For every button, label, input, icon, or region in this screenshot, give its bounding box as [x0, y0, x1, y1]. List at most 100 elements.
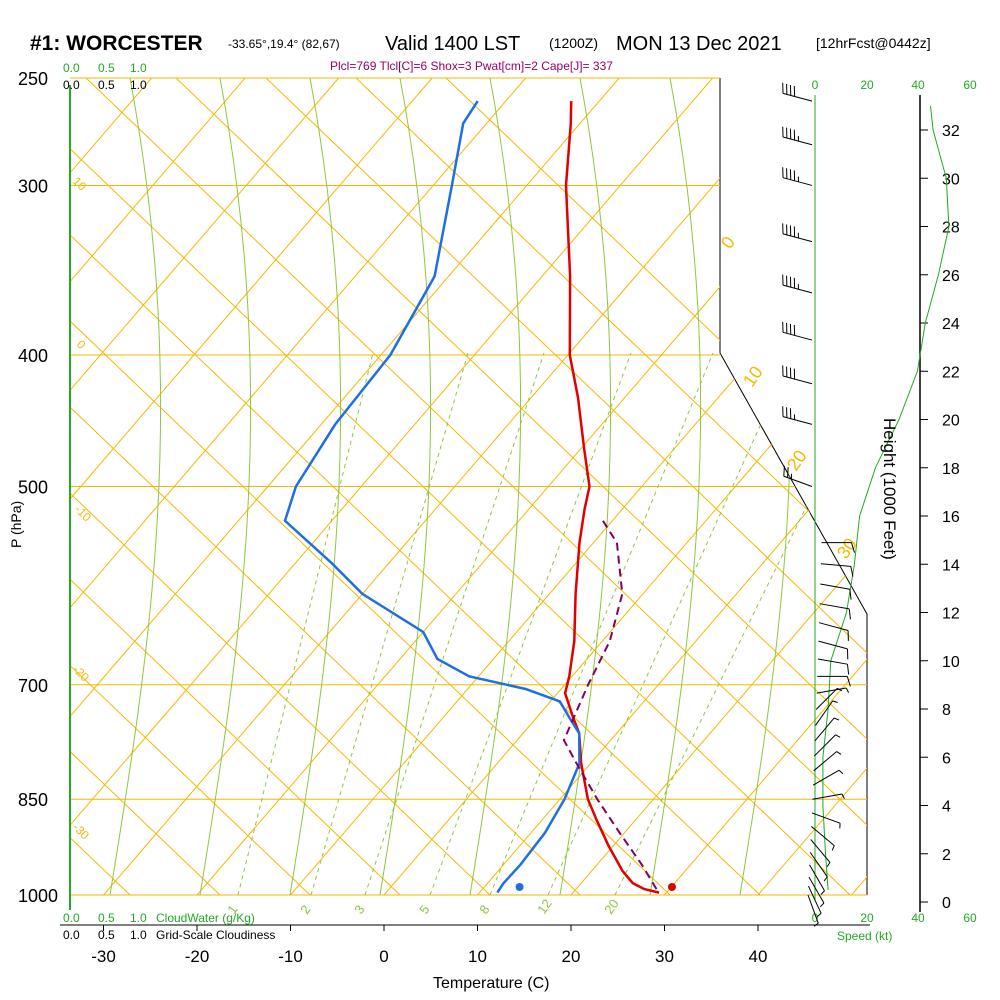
wind-barb-staff	[814, 717, 835, 742]
dry-adiabat-line	[309, 78, 867, 895]
wind-barb	[816, 687, 850, 694]
wind-barb-half-flag	[841, 793, 845, 799]
wind-barb	[783, 465, 813, 487]
moist-adiabat-line	[379, 78, 432, 895]
wind-barb-staff	[782, 92, 813, 102]
cloudiness-tick-bottom: 1.0	[130, 928, 147, 942]
dry-adiabat-line	[70, 78, 221, 895]
isotherm-line	[70, 78, 246, 895]
wind-barb	[809, 851, 828, 882]
mixing-ratio-line	[237, 352, 374, 895]
temperature-tick-label: 30	[655, 947, 674, 966]
wind-barb-staff	[820, 563, 851, 567]
height-tick-label: 24	[942, 316, 960, 333]
wind-barb	[820, 583, 852, 600]
pressure-tick-label: 1000	[18, 886, 58, 906]
height-tick-label: 28	[942, 220, 960, 237]
wind-barb	[782, 167, 813, 186]
speed-tick-top: 60	[963, 78, 977, 92]
wind-barb-staff	[819, 603, 850, 610]
cloudwater-tick-top: 0.0	[63, 61, 80, 75]
wind-barb-staff	[782, 284, 813, 294]
dry-adiabat-label: -20	[70, 662, 92, 684]
isotherm-line	[851, 78, 867, 895]
wind-barb	[813, 734, 841, 757]
pressure-tick-label: 400	[18, 346, 48, 366]
wind-barb	[821, 542, 855, 553]
moist-adiabat-line	[109, 78, 162, 895]
pressure-tick-label: 500	[18, 478, 48, 498]
wind-barb	[812, 793, 845, 800]
height-tick-label: 18	[942, 461, 960, 478]
dry-adiabat-line	[70, 78, 491, 895]
wind-barb-staff	[782, 375, 813, 385]
wind-barb-staff	[807, 885, 822, 914]
wind-barb-half-flag	[823, 876, 828, 882]
pressure-tick-label: 250	[18, 69, 48, 89]
mixing-ratio-label: 2	[297, 902, 313, 917]
height-axis-label: Height (1000 Feet)	[880, 418, 899, 560]
wind-barb-staff	[816, 687, 847, 694]
height-tick-label: 10	[942, 654, 960, 671]
mixing-ratio-label: 20	[601, 896, 622, 916]
mixing-ratio-label: 8	[476, 902, 492, 917]
speed-tick-bottom: 0	[812, 911, 819, 925]
temperature-tick-label: 0	[379, 947, 388, 966]
dry-adiabat-line	[70, 78, 311, 895]
wind-barb	[819, 603, 851, 620]
wind-barb-staff	[808, 876, 825, 904]
dry-adiabat-line	[70, 78, 581, 895]
height-tick-label: 14	[942, 557, 960, 574]
cloudiness-tick-bottom: 0.0	[63, 928, 80, 942]
wind-barb-staff	[807, 894, 819, 924]
cloudiness-tick-bottom: 0.5	[98, 928, 115, 942]
speed-tick-top: 20	[860, 78, 874, 92]
wind-barb-staff	[818, 640, 848, 650]
skewed-grid	[70, 78, 867, 895]
temperature-tick-label: -30	[91, 947, 116, 966]
dry-adiabat-line	[70, 78, 867, 895]
wind-barb-staff	[817, 658, 848, 665]
pressure-tick-label: 700	[18, 676, 48, 696]
curve-layer	[283, 100, 676, 894]
wind-barb-staff	[813, 734, 836, 757]
pressure-tick-label: 850	[18, 790, 48, 810]
wind-barb-half-flag	[820, 890, 825, 895]
moist-adiabat-line	[289, 78, 342, 895]
wind-barb-flag	[848, 608, 851, 620]
wind-speed-line	[822, 105, 950, 890]
wind-barb-half-flag	[831, 845, 835, 851]
wind-barb	[820, 563, 854, 577]
wind-barb	[817, 658, 850, 675]
height-tick-label: 2	[942, 847, 951, 864]
wind-barb-half-flag	[835, 734, 841, 738]
isotherm-line	[70, 78, 433, 895]
wind-barb	[814, 717, 840, 742]
moist-adiabat-line	[199, 78, 252, 895]
wind-barb-staff	[783, 475, 813, 487]
wind-barb-staff	[815, 687, 838, 710]
pressure-tick-label: 300	[18, 176, 48, 196]
speed-tick-bottom: 20	[860, 911, 874, 925]
mixing-ratio-line	[614, 352, 867, 895]
height-tick-label: 4	[942, 799, 951, 816]
wind-barb-staff	[820, 583, 850, 590]
isotherm-line	[664, 78, 867, 895]
wind-barb	[813, 751, 842, 772]
height-tick-label: 20	[942, 413, 960, 430]
cloudwater-tick-top: 1.0	[130, 61, 147, 75]
wind-barb-half-flag	[845, 687, 850, 693]
forecast-text: [12hrFcst@0442z]	[816, 35, 931, 51]
wind-barb	[782, 406, 813, 425]
dry-adiabat-line	[129, 78, 867, 895]
wind-barb	[782, 365, 813, 385]
wind-barb-half-flag	[838, 769, 844, 775]
isotherm-line	[70, 78, 713, 895]
cloudiness-tick-top: 1.0	[130, 78, 147, 92]
dry-adiabat-line	[70, 78, 401, 895]
wind-barb-staff	[812, 793, 843, 800]
cloudwater-tick-bottom: 0.0	[63, 911, 80, 925]
wind-barb-staff	[782, 136, 813, 146]
mixing-ratio-label: 12	[534, 896, 555, 916]
speed-tick-top: 40	[911, 78, 925, 92]
